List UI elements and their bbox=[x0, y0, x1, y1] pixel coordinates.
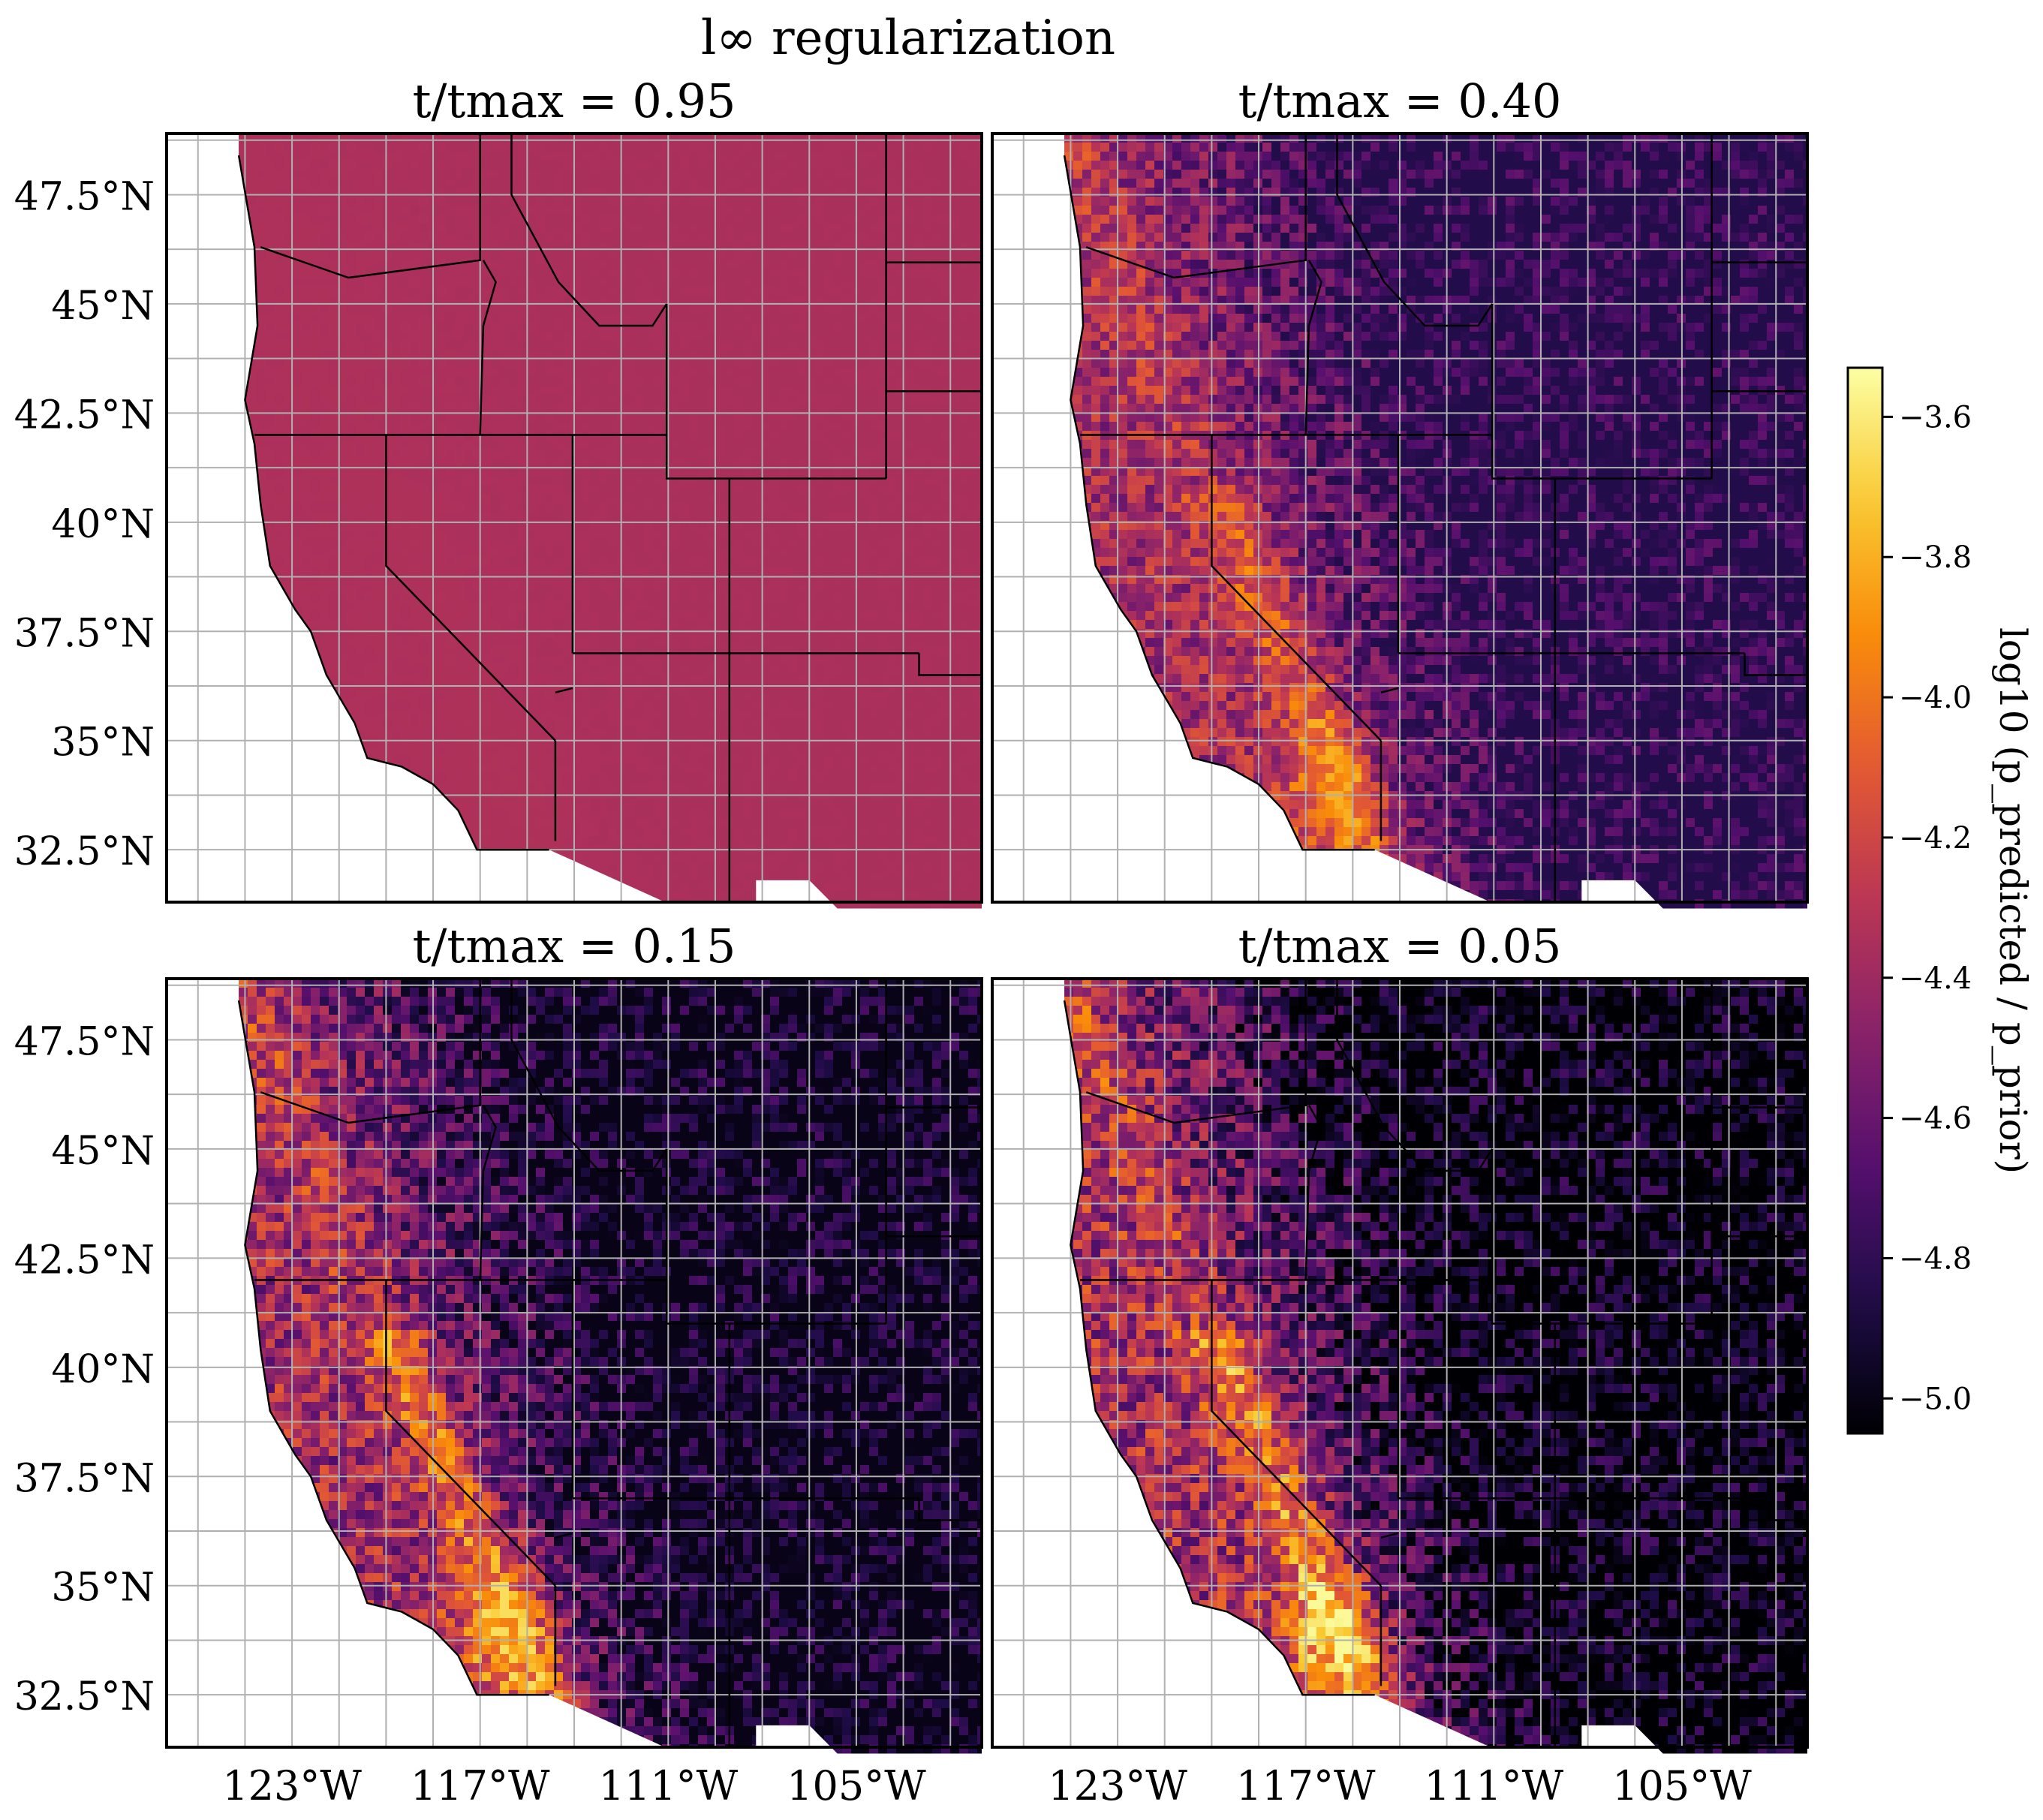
colorbar-tick-label: −4.0 bbox=[1899, 681, 1972, 715]
map-panel-4: t/tmax = 0.05 123°W 117°W 111°W 105°W bbox=[991, 919, 1809, 1809]
lon-tick-label: 117°W bbox=[411, 1762, 550, 1809]
colorbar-tick-label: −4.8 bbox=[1899, 1241, 1972, 1276]
state-borders bbox=[1063, 134, 1807, 902]
lat-tick-label: 42.5°N bbox=[14, 393, 155, 438]
lon-tick-label: 105°W bbox=[787, 1762, 926, 1809]
figure-suptitle: l∞ regularization bbox=[701, 11, 1115, 66]
colorbar-tick-label: −4.2 bbox=[1899, 821, 1972, 856]
panel-title: t/tmax = 0.15 bbox=[413, 919, 736, 973]
colorbar-tick-label: −5.0 bbox=[1899, 1382, 1972, 1416]
panel-title: t/tmax = 0.40 bbox=[1238, 74, 1562, 128]
lon-tick-label: 117°W bbox=[1236, 1762, 1376, 1809]
gridlines bbox=[167, 979, 982, 1747]
state-borders bbox=[1063, 979, 1807, 1747]
gridlines bbox=[167, 134, 982, 902]
colorbar-tick-label: −3.8 bbox=[1899, 540, 1972, 575]
map-panel-3: t/tmax = 0.15 47.5°N 45°N 42.5°N 40°N 37.5°N 3… bbox=[14, 919, 983, 1809]
lat-tick-label: 37.5°N bbox=[14, 611, 155, 656]
map-panel-2: t/tmax = 0.40 bbox=[991, 74, 1809, 909]
panel-frame bbox=[991, 132, 1809, 904]
panel-title: t/tmax = 0.05 bbox=[1238, 919, 1562, 973]
lat-tick-label: 47.5°N bbox=[14, 1019, 155, 1064]
lon-tick-label: 111°W bbox=[1425, 1762, 1564, 1809]
gridlines bbox=[992, 979, 1807, 1747]
colorbar: −3.6 −3.8 −4.0 −4.2 −4.4 −4.6 −4.8 −5.0 log10 (p… bbox=[1846, 366, 2035, 1435]
lat-tick-label: 42.5°N bbox=[14, 1238, 155, 1283]
panel-frame bbox=[991, 977, 1809, 1749]
panel-title: t/tmax = 0.95 bbox=[413, 74, 736, 128]
colorbar-tick-label: −4.4 bbox=[1899, 961, 1972, 996]
lat-tick-label: 45°N bbox=[51, 1129, 155, 1174]
colorbar-tick-label: −4.6 bbox=[1899, 1102, 1972, 1136]
lat-tick-label: 32.5°N bbox=[14, 1674, 155, 1719]
map-panel-1: t/tmax = 0.95 47.5°N 45°N 42.5°N 40°N 37.5°N 3… bbox=[14, 74, 983, 909]
lat-tick-label: 40°N bbox=[51, 502, 155, 547]
lat-tick-label: 32.5°N bbox=[14, 829, 155, 874]
state-borders bbox=[237, 979, 982, 1747]
lat-tick-label: 35°N bbox=[51, 720, 155, 766]
panel-frame bbox=[165, 132, 983, 904]
lon-tick-label: 123°W bbox=[1048, 1762, 1187, 1809]
colorbar-gradient bbox=[1846, 366, 1884, 1435]
colorbar-tick-label: −3.6 bbox=[1899, 400, 1972, 435]
state-borders bbox=[237, 134, 982, 902]
lat-tick-label: 37.5°N bbox=[14, 1456, 155, 1501]
lon-tick-label: 123°W bbox=[222, 1762, 362, 1809]
panels: t/tmax = 0.95 47.5°N 45°N 42.5°N 40°N 37.5°N 3… bbox=[14, 74, 1809, 1809]
gridlines bbox=[992, 134, 1807, 902]
lat-tick-label: 47.5°N bbox=[14, 174, 155, 219]
lat-tick-label: 45°N bbox=[51, 284, 155, 329]
lon-tick-label: 111°W bbox=[599, 1762, 739, 1809]
lat-tick-label: 35°N bbox=[51, 1566, 155, 1611]
colorbar-label: log10 (p_predicted / p_prior) bbox=[1991, 627, 2035, 1174]
panel-frame bbox=[165, 977, 983, 1749]
lon-tick-label: 105°W bbox=[1612, 1762, 1752, 1809]
lat-tick-label: 40°N bbox=[51, 1347, 155, 1392]
